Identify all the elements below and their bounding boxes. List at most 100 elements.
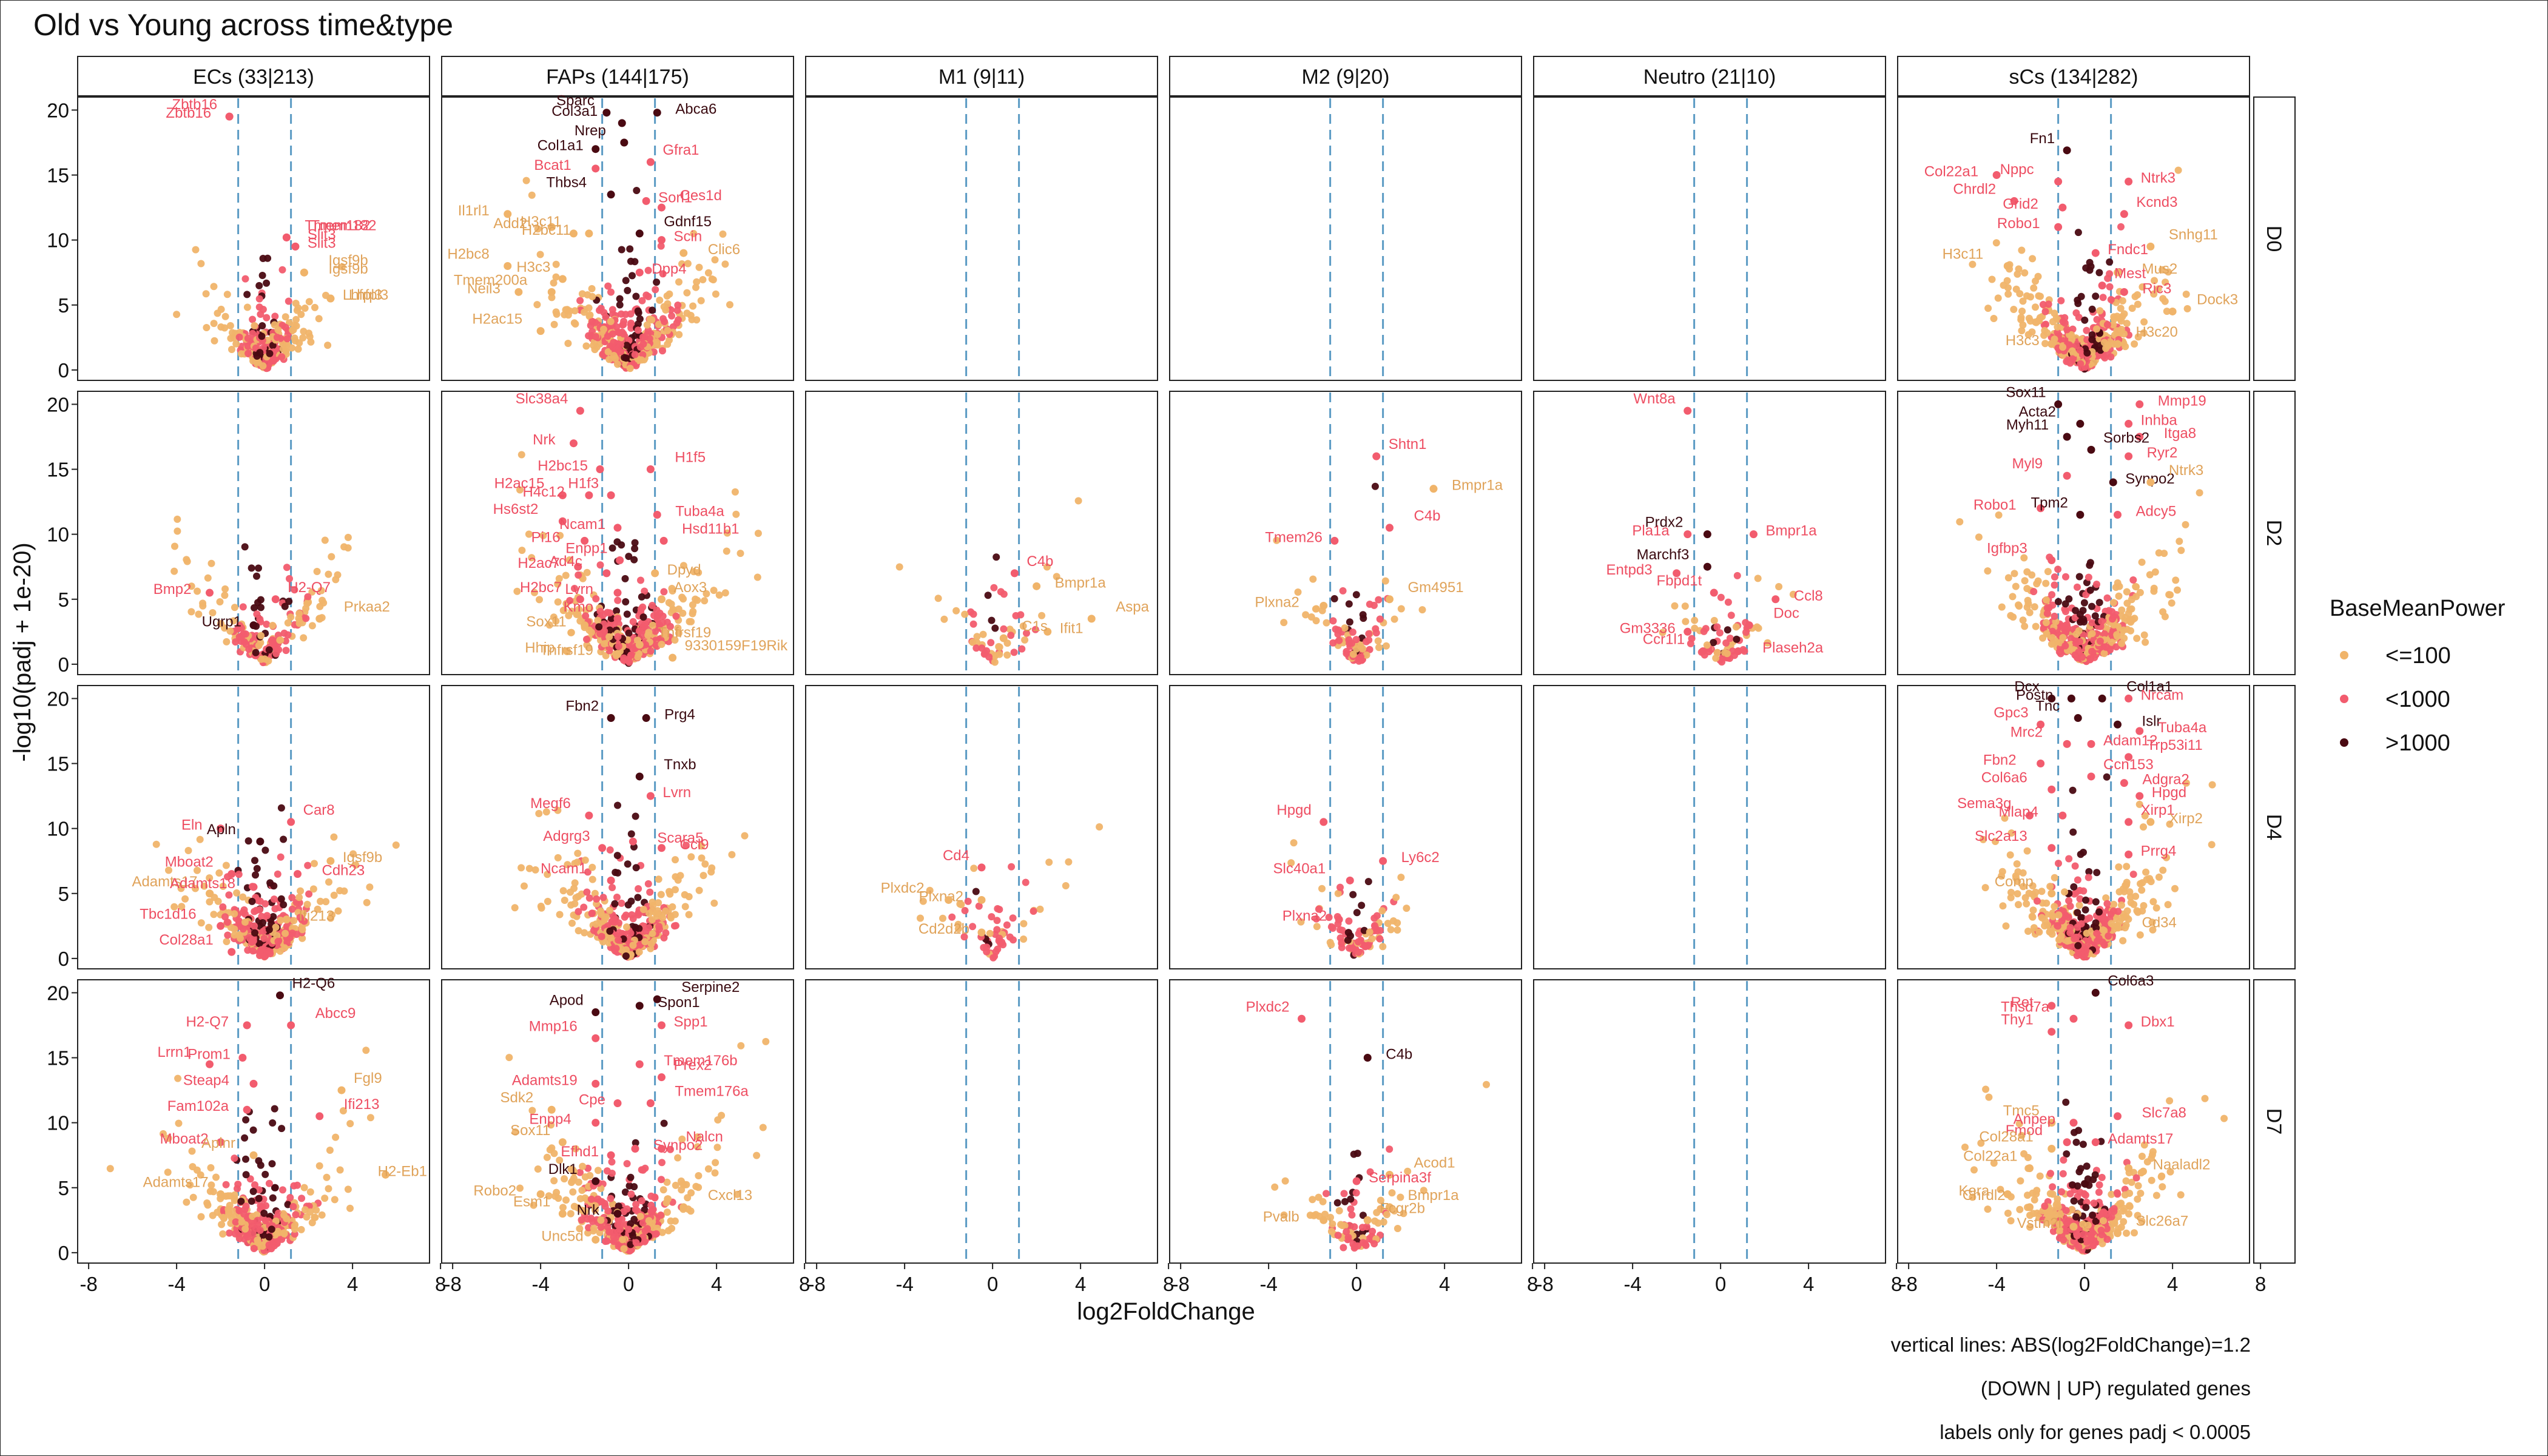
data-point <box>674 624 682 632</box>
panel-frame <box>805 685 1158 969</box>
data-point <box>203 324 211 331</box>
data-point <box>242 1171 250 1179</box>
data-point <box>712 1159 720 1167</box>
gene-label: Col1a1 <box>538 138 584 154</box>
gene-label: Cd2d2b <box>918 921 969 937</box>
data-point <box>2149 898 2157 906</box>
data-point <box>939 914 946 922</box>
data-point <box>688 315 696 323</box>
data-point <box>2038 888 2046 895</box>
data-point <box>713 1144 721 1151</box>
data-point <box>689 608 697 615</box>
data-point <box>317 897 325 905</box>
data-point <box>1355 938 1362 946</box>
data-point <box>2021 269 2029 277</box>
data-point <box>687 853 695 861</box>
data-point <box>1031 625 1039 633</box>
data-point <box>346 1204 354 1212</box>
data-point <box>610 339 618 346</box>
data-point <box>634 653 642 661</box>
data-point <box>623 342 631 349</box>
gene-label: H2ac15 <box>472 311 522 328</box>
data-point <box>318 596 326 604</box>
column-strip-label: sCs (134|282) <box>2009 66 2138 89</box>
data-point <box>616 301 624 309</box>
gene-label: Ifi213 <box>298 908 334 925</box>
data-point <box>202 290 210 298</box>
data-point <box>258 272 266 279</box>
data-point <box>259 306 267 313</box>
gene-label: H1f5 <box>675 450 706 466</box>
y-tick-label: 20 <box>47 99 69 121</box>
data-point <box>304 593 312 601</box>
data-point <box>1712 654 1720 662</box>
data-point <box>261 900 269 908</box>
data-point <box>311 303 318 311</box>
data-point <box>2092 898 2100 906</box>
gene-label: Bcat1 <box>534 157 571 174</box>
gene-label: Ccr1l1 <box>1643 631 1685 647</box>
data-point <box>660 303 668 311</box>
x-tick-label: 8 <box>435 1273 446 1295</box>
gene-label: Aspa <box>1116 599 1149 615</box>
data-point <box>249 315 257 323</box>
data-point <box>2077 360 2085 368</box>
data-point <box>300 917 308 925</box>
x-tick-label: 0 <box>1351 1273 1362 1295</box>
gene-label: Ntrk3 <box>2169 462 2203 479</box>
data-point <box>308 622 316 630</box>
data-point <box>1329 925 1336 932</box>
gene-label: Fgl9 <box>354 1070 382 1087</box>
data-point <box>2086 561 2094 569</box>
gene-label: Col28a1 <box>159 932 213 948</box>
data-point <box>534 1165 542 1173</box>
data-point <box>279 1186 286 1194</box>
gene-point <box>326 857 335 865</box>
gene-point <box>635 229 644 238</box>
data-point <box>298 934 306 942</box>
data-point <box>2061 888 2069 896</box>
data-point <box>683 309 691 317</box>
data-point <box>164 1134 172 1142</box>
data-point <box>539 531 547 539</box>
gene-label: Hpgd <box>2152 784 2186 801</box>
gene-point <box>337 1086 346 1094</box>
data-point <box>2044 568 2052 576</box>
data-point <box>238 1218 246 1226</box>
data-point <box>235 333 243 341</box>
data-point <box>287 613 295 621</box>
data-point <box>218 1221 226 1228</box>
gene-label: Neil3 <box>467 280 500 297</box>
data-point <box>647 1192 655 1200</box>
data-point <box>698 854 706 862</box>
data-point <box>1334 889 1342 897</box>
data-point <box>2182 521 2189 528</box>
data-point <box>723 529 731 537</box>
gene-point <box>1346 876 1354 885</box>
data-point <box>625 656 633 664</box>
gene-label: Ccn153 <box>2103 757 2154 773</box>
data-point <box>1339 587 1347 595</box>
data-point <box>241 1225 249 1233</box>
x-tick-label: -8 <box>807 1273 825 1295</box>
data-point <box>689 601 696 608</box>
data-point <box>274 326 282 334</box>
data-point <box>984 592 992 599</box>
data-point <box>996 934 1003 942</box>
data-point <box>2077 618 2085 626</box>
data-point <box>699 872 707 880</box>
data-point <box>326 1147 334 1154</box>
data-point <box>1361 943 1369 951</box>
data-point <box>1326 939 1334 946</box>
data-point <box>643 321 651 329</box>
data-point <box>160 1130 167 1138</box>
data-point <box>366 1114 374 1122</box>
data-point <box>614 596 622 604</box>
data-point <box>2082 896 2089 904</box>
y-tick-label: 0 <box>58 653 69 676</box>
data-point <box>1315 905 1323 913</box>
data-point <box>2149 926 2157 934</box>
data-point <box>258 332 266 340</box>
data-point <box>206 898 214 906</box>
data-point <box>1038 612 1046 619</box>
